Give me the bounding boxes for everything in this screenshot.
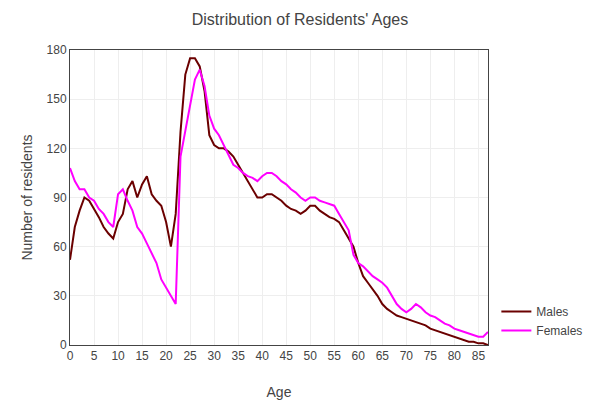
svg-text:25: 25	[183, 349, 197, 363]
svg-text:70: 70	[400, 349, 414, 363]
svg-text:0: 0	[60, 338, 67, 352]
svg-text:80: 80	[448, 349, 462, 363]
svg-text:5: 5	[91, 349, 98, 363]
svg-text:40: 40	[256, 349, 270, 363]
svg-text:60: 60	[352, 349, 366, 363]
svg-text:60: 60	[53, 240, 67, 254]
svg-text:20: 20	[159, 349, 173, 363]
svg-text:75: 75	[424, 349, 438, 363]
svg-text:35: 35	[231, 349, 245, 363]
svg-text:45: 45	[280, 349, 294, 363]
svg-text:50: 50	[304, 349, 318, 363]
svg-text:10: 10	[111, 349, 125, 363]
svg-text:Distribution of Residents' Age: Distribution of Residents' Ages	[192, 11, 409, 28]
svg-text:55: 55	[328, 349, 342, 363]
svg-text:30: 30	[53, 289, 67, 303]
svg-text:85: 85	[472, 349, 486, 363]
svg-text:150: 150	[47, 92, 67, 106]
svg-text:Females: Females	[536, 324, 582, 338]
svg-text:Males: Males	[536, 305, 568, 319]
svg-text:Age: Age	[267, 384, 292, 400]
svg-text:90: 90	[53, 191, 67, 205]
svg-text:120: 120	[47, 142, 67, 156]
svg-text:65: 65	[376, 349, 390, 363]
svg-text:15: 15	[135, 349, 149, 363]
svg-text:30: 30	[207, 349, 221, 363]
svg-text:Number of residents: Number of residents	[19, 134, 35, 260]
svg-text:180: 180	[47, 43, 67, 57]
svg-text:0: 0	[67, 349, 74, 363]
